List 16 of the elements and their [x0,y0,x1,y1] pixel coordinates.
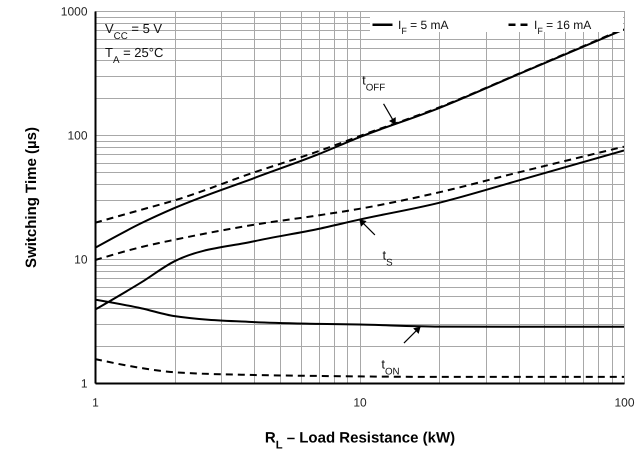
y-tick-label: 1 [80,376,88,390]
y-axis-title: Switching Time (µs) [22,127,40,268]
annotation: t$_{OFF}$ [362,72,386,94]
x-tick-label: 1 [92,396,100,410]
annotation: V$_{CC}$ = 5 V [105,21,162,42]
x-tick-label: 100 [614,396,635,410]
annotation: T$_{A}$ = 25°C [105,45,164,66]
annotation: t$_{S}$ [382,248,394,268]
x-tick-label: 10 [353,396,367,410]
annotation: t$_{ON}$ [381,356,400,378]
x-axis-title: R$_{L}$ – Load Resistance (kW) [264,430,456,452]
legend-label: I$_{F}$ = 5 mA [398,18,449,36]
legend-label: I$_{F}$ = 16 mA [534,18,592,36]
y-tick-label: 1000 [60,4,88,18]
y-tick-label: 100 [67,128,88,142]
y-tick-label: 10 [74,252,88,266]
